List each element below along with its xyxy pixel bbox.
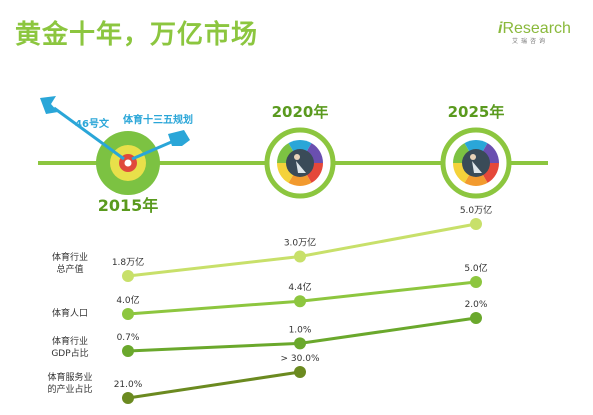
logo-text: Research — [502, 20, 571, 37]
data-label: 5.0万亿 — [460, 204, 492, 216]
data-point — [294, 366, 306, 378]
data-point — [122, 308, 134, 320]
row-label: 总产值 — [56, 263, 83, 275]
data-label: 21.0% — [114, 380, 143, 390]
arrow-label-plan: 体育十三五规划 — [123, 113, 193, 126]
row-label: 体育行业 — [52, 251, 88, 263]
athlete-head-icon — [294, 154, 300, 160]
badge-photo — [286, 149, 314, 177]
arrow-fletching — [168, 130, 190, 146]
athlete-head-icon — [470, 154, 476, 160]
milestone-label: 2020年 — [272, 103, 329, 121]
data-label: 3.0万亿 — [284, 237, 316, 249]
row-label: 体育服务业 — [47, 371, 92, 383]
data-point — [122, 345, 134, 357]
row-label: 的产业占比 — [47, 383, 92, 395]
row-label: GDP占比 — [51, 347, 88, 359]
data-label: 0.7% — [117, 333, 140, 343]
data-point — [470, 276, 482, 288]
data-point — [294, 250, 306, 263]
target-center-dot — [124, 159, 132, 167]
data-point — [294, 295, 306, 308]
arrow-fletching — [40, 96, 58, 114]
data-point — [122, 392, 134, 404]
milestone-2025: 2025年 — [440, 103, 512, 199]
data-label: 5.0亿 — [464, 262, 487, 274]
row-label: 体育行业 — [52, 335, 88, 347]
logo-i: i — [498, 20, 503, 37]
page-title: 黄金十年，万亿市场 — [15, 20, 259, 50]
timeline: 46号文 体育十三五规划 2015年 2020年 2025年 — [38, 96, 548, 215]
data-label: 2.0% — [465, 300, 488, 310]
badge-photo — [462, 149, 490, 177]
data-label: > 30.0% — [281, 354, 320, 364]
row-label: 体育人口 — [52, 307, 88, 319]
athlete-body-icon — [296, 161, 306, 173]
data-label: 4.0亿 — [116, 294, 139, 306]
milestone-label: 2025年 — [448, 103, 505, 121]
data-label: 4.4亿 — [288, 281, 311, 293]
data-point — [470, 312, 482, 324]
data-label: 1.8万亿 — [112, 256, 144, 268]
arrow-shaft — [53, 106, 125, 161]
data-label: 1.0% — [289, 325, 312, 335]
data-point — [122, 270, 134, 282]
data-point — [294, 337, 306, 350]
iresearch-logo: iResearch 艾瑞咨询 — [498, 18, 583, 45]
series-line — [127, 370, 301, 400]
athlete-body-icon — [472, 161, 482, 173]
arrow-label-46: 46号文 — [75, 117, 110, 130]
arrow-13th-five-year-plan — [131, 130, 190, 161]
data-point — [470, 218, 482, 230]
arrow-shaft — [131, 138, 177, 161]
arrow-46-document — [40, 96, 125, 161]
milestone-2020: 2020年 — [264, 103, 336, 199]
indicator-rows: 体育行业总产值1.8万亿3.0万亿5.0万亿体育人口4.0亿4.4亿5.0亿体育… — [47, 204, 492, 404]
series-line — [127, 222, 477, 278]
milestone-2015: 2015年 — [98, 196, 159, 215]
series-row: 体育人口 4.0亿 4.4亿 5.0亿 — [52, 262, 488, 320]
logo-subtitle: 艾瑞咨询 — [512, 38, 549, 45]
